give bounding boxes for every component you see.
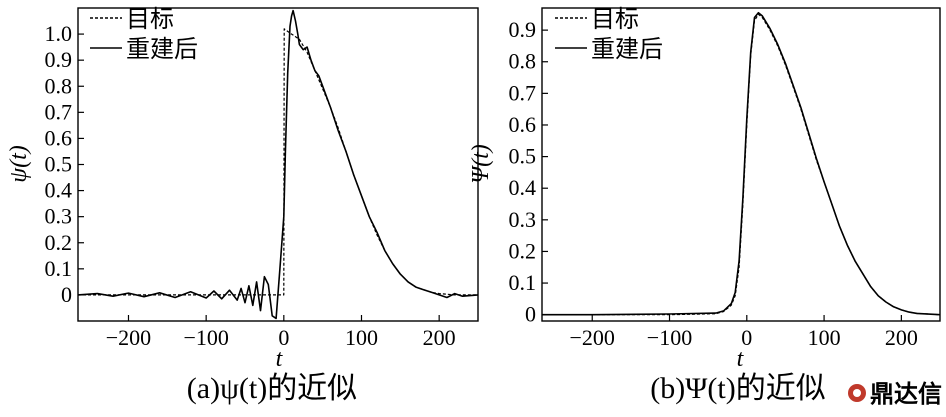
x-tick-label: 0 bbox=[278, 325, 289, 350]
legend: 目标 重建后 bbox=[90, 6, 198, 63]
tick-group: −200 −100 0 100 20000.10.20.30.40.50.60.70.8… bbox=[45, 21, 456, 350]
y-tick-label: 0.9 bbox=[509, 17, 537, 42]
y-axis-label: ψ(t) bbox=[6, 145, 32, 183]
y-tick-label: 0.4 bbox=[509, 175, 537, 200]
y-tick-label: 0.1 bbox=[509, 270, 537, 295]
y-tick-label: 0.7 bbox=[45, 99, 73, 124]
y-tick-label: 0.1 bbox=[45, 256, 73, 281]
x-tick-label: −100 bbox=[183, 325, 228, 350]
y-axis-label: Ψ(t) bbox=[468, 144, 494, 184]
y-tick-label: 0.8 bbox=[45, 73, 73, 98]
y-tick-label: 0 bbox=[525, 302, 536, 327]
legend-label-reconstructed: 重建后 bbox=[126, 36, 198, 63]
legend: 目标 重建后 bbox=[555, 6, 663, 63]
plot-frame bbox=[541, 7, 941, 322]
series-line-reconstructed bbox=[77, 9, 479, 320]
x-axis-label: t bbox=[276, 346, 284, 372]
y-tick-label: 0.5 bbox=[509, 144, 537, 169]
y-tick-label: 0.3 bbox=[45, 204, 73, 229]
y-tick-label: 0.5 bbox=[45, 152, 73, 177]
series-line-reconstructed bbox=[542, 11, 941, 316]
y-tick-label: 0.6 bbox=[509, 112, 537, 137]
x-tick-label: 100 bbox=[808, 325, 841, 350]
x-tick-label: 200 bbox=[423, 325, 456, 350]
legend-label-target: 目标 bbox=[126, 6, 174, 33]
y-tick-label: 0.2 bbox=[45, 230, 73, 255]
x-axis-label: t bbox=[737, 346, 745, 372]
legend-label-target: 目标 bbox=[591, 6, 639, 33]
tick-group: −200 −100 0 100 200 0 0.1 0.2 0.3 0.4 0.5 0.6 0.7 0.8… bbox=[509, 17, 918, 350]
y-tick-label: 0.8 bbox=[509, 49, 537, 74]
y-tick-label: 0.9 bbox=[45, 47, 73, 72]
x-tick-label: −100 bbox=[647, 325, 692, 350]
panel-a-caption: (a)ψ(t)的近似 bbox=[187, 372, 357, 405]
chart-panel-a: −200 −100 0 100 20000.10.20.30.40.50.60.70.8… bbox=[6, 6, 479, 405]
legend-label-reconstructed: 重建后 bbox=[591, 36, 663, 63]
series-group bbox=[77, 9, 479, 320]
y-tick-label: 0.4 bbox=[45, 178, 73, 203]
chart-panel-b: −200 −100 0 100 200 0 0.1 0.2 0.3 0.4 0.5 0.6 0.7 0.8… bbox=[468, 6, 941, 405]
watermark-icon-inner bbox=[853, 389, 861, 397]
x-tick-label: 200 bbox=[885, 325, 918, 350]
y-tick-label: 0.2 bbox=[509, 238, 537, 263]
series-group bbox=[542, 11, 941, 316]
y-tick-label: 0.6 bbox=[45, 125, 73, 150]
watermark-logo: 鼎达信 bbox=[848, 380, 942, 408]
x-tick-label: 0 bbox=[741, 325, 752, 350]
y-tick-label: 1.0 bbox=[45, 21, 73, 46]
x-tick-label: −200 bbox=[570, 325, 615, 350]
x-tick-label: 100 bbox=[345, 325, 378, 350]
y-tick-label: 0 bbox=[61, 282, 72, 307]
y-tick-label: 0.3 bbox=[509, 207, 537, 232]
panel-b-caption: (b)Ψ(t)的近似 bbox=[650, 372, 825, 405]
y-tick-label: 0.7 bbox=[509, 80, 537, 105]
series-line-target bbox=[78, 28, 478, 296]
watermark-text: 鼎达信 bbox=[870, 380, 942, 408]
x-tick-label: −200 bbox=[106, 325, 151, 350]
